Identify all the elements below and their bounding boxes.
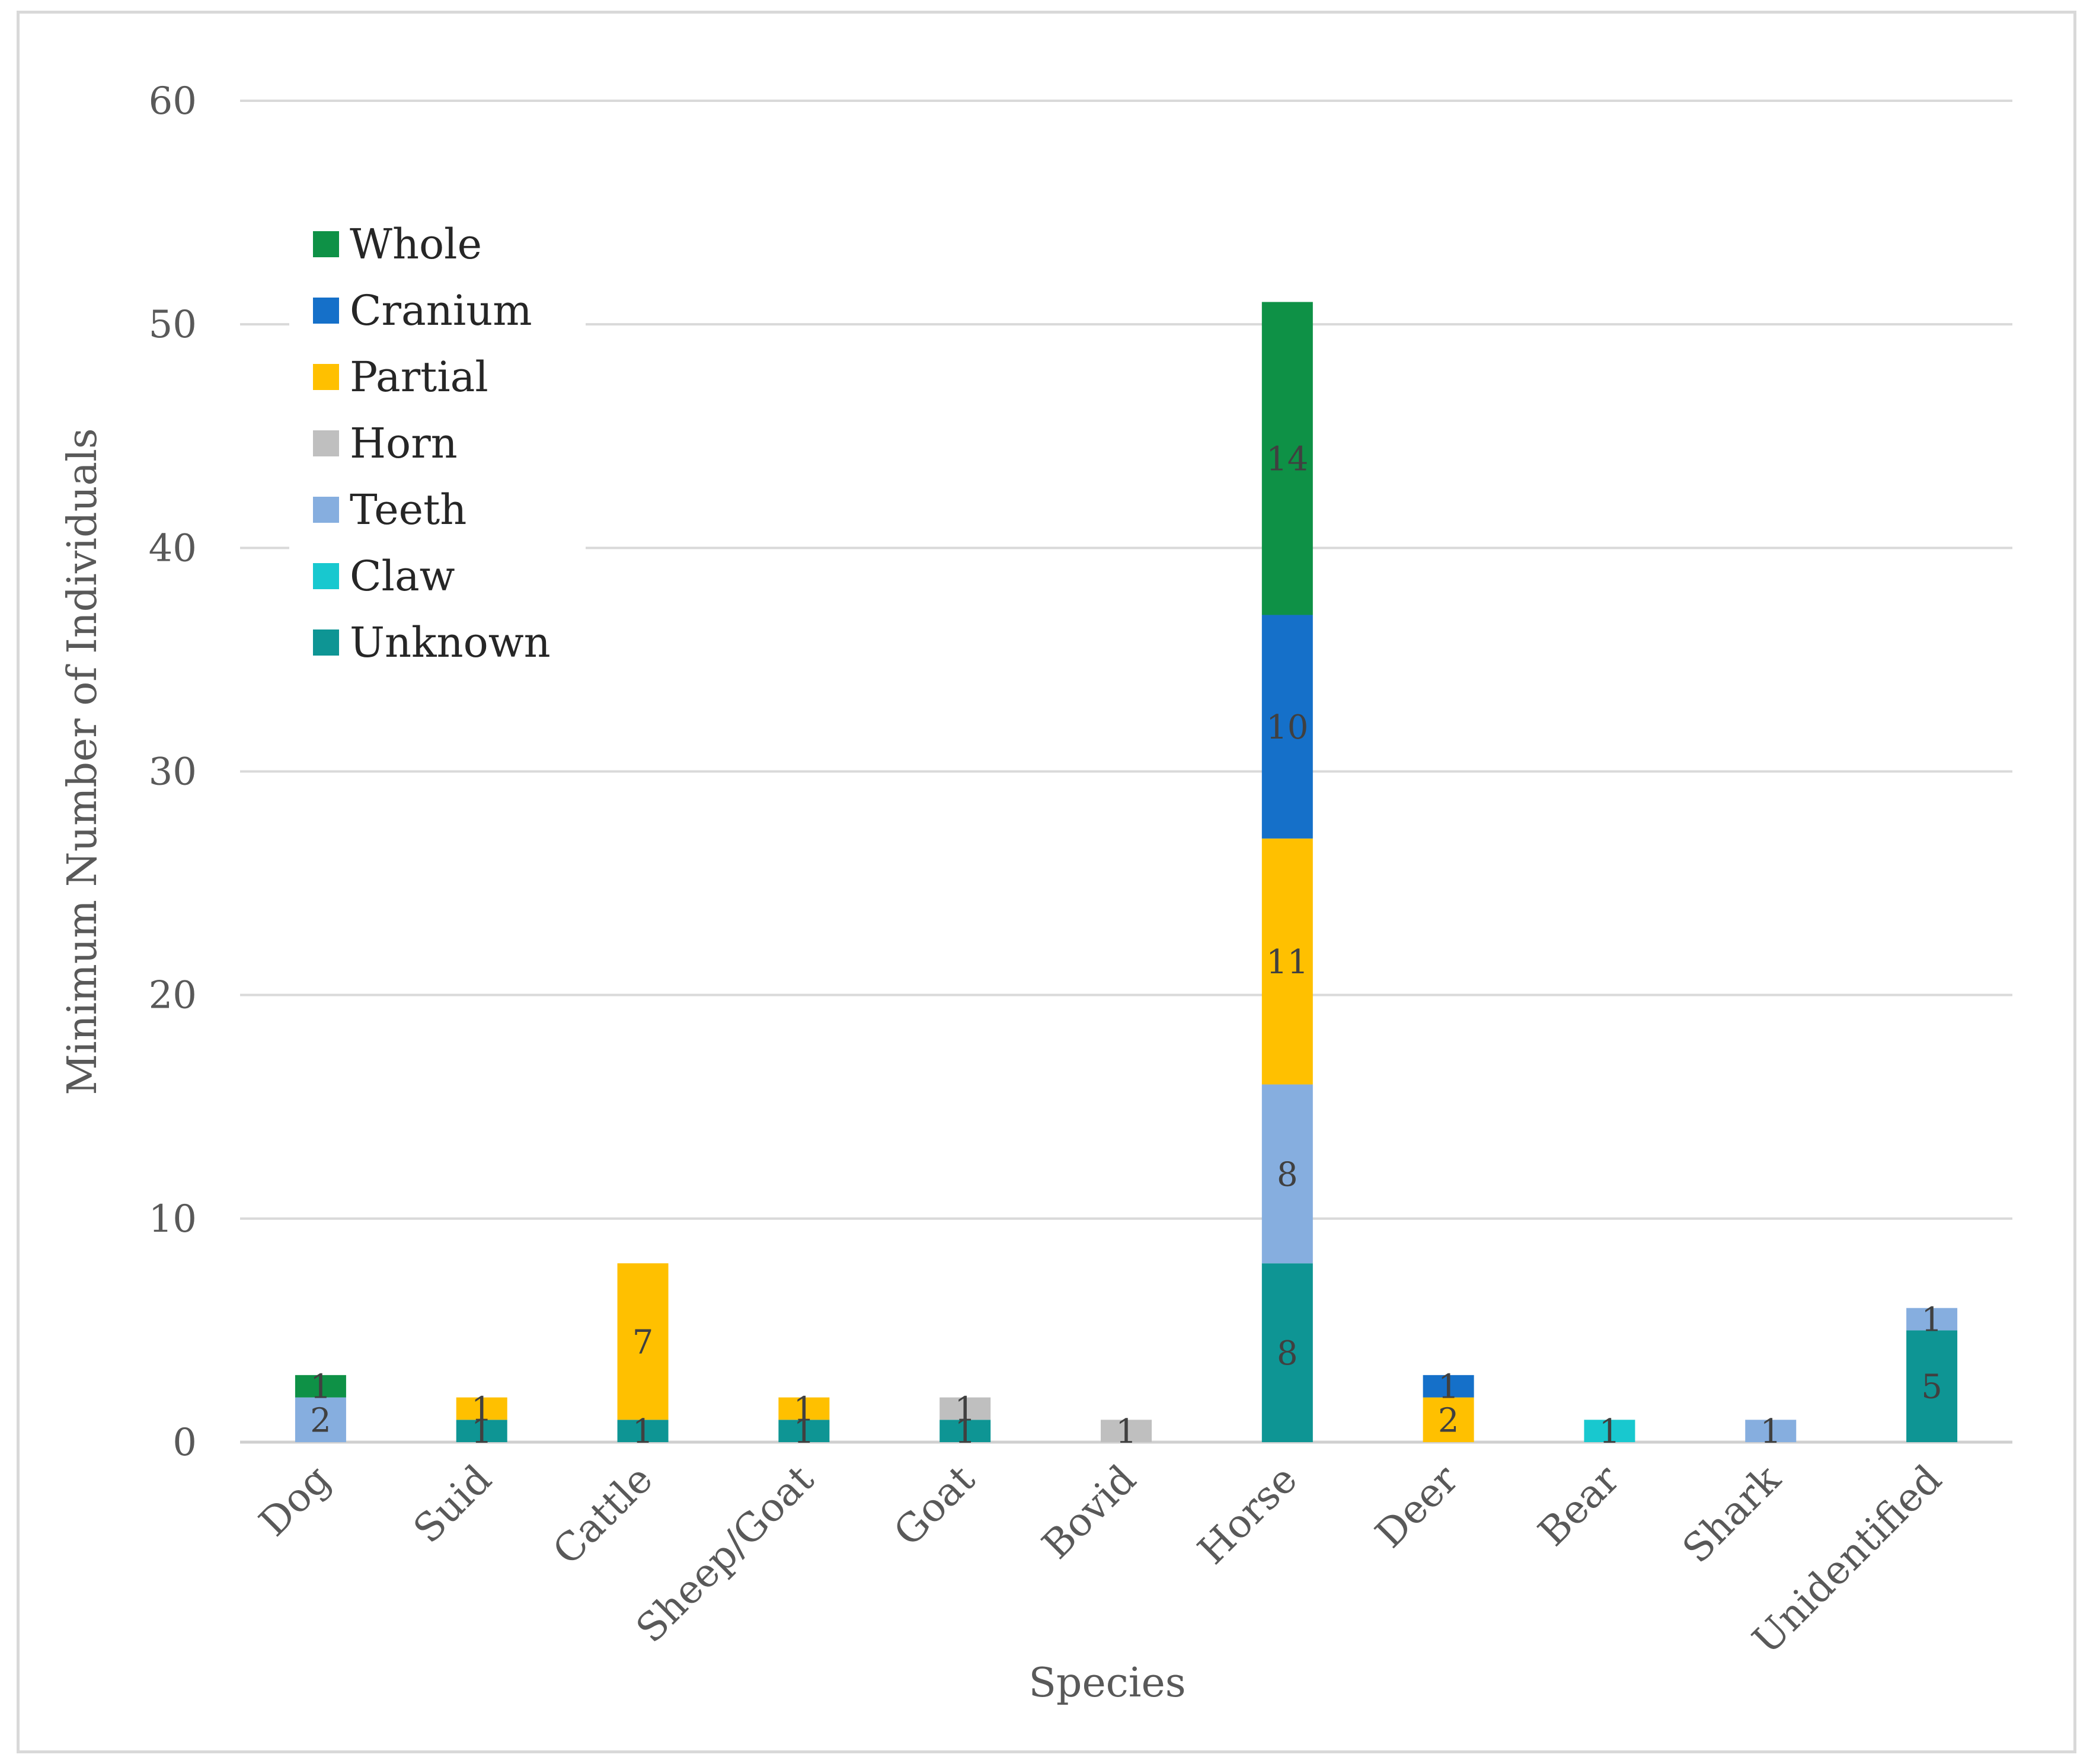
data-label-goat-horn: 1 — [954, 1390, 976, 1429]
y-tick-label-60: 60 — [149, 79, 197, 123]
legend-swatch-horn — [313, 430, 339, 456]
data-label-suid-partial: 1 — [471, 1390, 493, 1429]
legend-swatch-cranium — [313, 298, 339, 324]
bar-segment-horse-teeth — [1261, 1084, 1313, 1264]
bar-segment-deer-partial — [1423, 1397, 1474, 1442]
y-tick-label-10: 10 — [149, 1197, 197, 1241]
data-label-bovid-horn: 1 — [1116, 1413, 1137, 1451]
bar-segment-horse-cranium — [1261, 615, 1313, 839]
bar-segment-sheep-goat-partial — [778, 1397, 830, 1420]
legend-swatch-partial — [313, 364, 339, 390]
x-tick-label-cattle: Cattle — [544, 1456, 662, 1574]
data-label-horse-teeth: 8 — [1277, 1155, 1298, 1194]
bar-segment-horse-unknown — [1261, 1263, 1313, 1442]
legend-label-cranium: Cranium — [350, 286, 532, 335]
data-label-horse-unknown: 8 — [1277, 1334, 1298, 1373]
data-label-dog-teeth: 2 — [310, 1401, 331, 1440]
bar-segment-dog-teeth — [295, 1397, 346, 1442]
data-label-bear-claw: 1 — [1599, 1413, 1621, 1451]
bars — [295, 302, 1958, 1442]
legend-label-teeth: Teeth — [350, 485, 466, 534]
bar-segment-unidentified-teeth — [1906, 1308, 1958, 1331]
data-label-horse-whole: 14 — [1266, 440, 1308, 478]
legend: Whole Cranium Partial Horn Teeth Claw Unknown — [289, 202, 586, 694]
data-label-sheep-goat-partial: 1 — [794, 1390, 815, 1429]
y-axis-title: Minimum Number of Individuals — [59, 428, 106, 1095]
legend-label-whole: Whole — [350, 220, 482, 269]
bar-segment-horse-partial — [1261, 838, 1313, 1085]
legend-swatch-unknown — [313, 629, 339, 656]
data-label-shark-teeth: 1 — [1760, 1413, 1781, 1451]
data-label-deer-partial: 2 — [1438, 1401, 1459, 1440]
bar-segment-cattle-partial — [617, 1263, 669, 1420]
data-label-unidentified-teeth: 1 — [1921, 1301, 1942, 1340]
legend-label-partial: Partial — [350, 353, 488, 401]
x-tick-label-dog: Dog — [250, 1456, 339, 1545]
bar-segment-goat-horn — [940, 1397, 991, 1420]
bar-segment-suid-unknown — [456, 1420, 507, 1442]
x-axis-title: Species — [1028, 1660, 1185, 1707]
legend-swatch-whole — [313, 231, 339, 257]
x-tick-label-bear: Bear — [1529, 1456, 1628, 1555]
x-tick-label-horse: Horse — [1189, 1456, 1306, 1573]
data-label-suid-unknown: 1 — [471, 1413, 493, 1451]
bar-segment-bovid-horn — [1101, 1420, 1152, 1442]
data-label-horse-partial: 11 — [1266, 943, 1308, 982]
data-label-sheep-goat-unknown: 1 — [794, 1413, 815, 1451]
legend-swatch-claw — [313, 563, 339, 589]
bar-segment-sheep-goat-unknown — [778, 1420, 830, 1442]
bar-segment-cattle-unknown — [617, 1420, 669, 1442]
bar-segment-unidentified-unknown — [1906, 1330, 1958, 1442]
bar-segment-deer-cranium — [1423, 1375, 1474, 1398]
legend-label-unknown: Unknown — [350, 618, 551, 667]
data-label-dog-whole: 1 — [310, 1368, 331, 1407]
y-tick-label-40: 40 — [149, 526, 197, 570]
x-tick-label-bovid: Bovid — [1033, 1456, 1145, 1568]
x-tick-label-shark: Shark — [1674, 1456, 1790, 1572]
legend-label-horn: Horn — [350, 419, 458, 468]
legend-label-claw: Claw — [350, 552, 455, 600]
y-tick-label-0: 0 — [172, 1421, 197, 1465]
y-tick-label-20: 20 — [149, 974, 197, 1018]
bar-segment-suid-partial — [456, 1397, 507, 1420]
x-tick-label-deer: Deer — [1367, 1456, 1468, 1557]
bar-segment-dog-whole — [295, 1375, 346, 1398]
y-tick-label-50: 50 — [149, 303, 197, 347]
bar-segment-shark-teeth — [1745, 1420, 1797, 1442]
x-tick-label-goat: Goat — [885, 1456, 983, 1555]
data-label-deer-cranium: 1 — [1438, 1368, 1459, 1407]
data-label-horse-cranium: 10 — [1266, 708, 1308, 747]
data-label-goat-unknown: 1 — [954, 1413, 976, 1451]
bar-segment-goat-unknown — [940, 1420, 991, 1442]
legend-swatch-teeth — [313, 497, 339, 523]
data-label-cattle-partial: 7 — [632, 1323, 654, 1362]
data-label-cattle-unknown: 1 — [632, 1413, 654, 1451]
bar-segment-horse-whole — [1261, 302, 1313, 615]
x-tick-label-suid: Suid — [405, 1456, 500, 1552]
bar-segment-bear-claw — [1584, 1420, 1635, 1442]
data-label-unidentified-unknown: 5 — [1921, 1368, 1942, 1407]
y-tick-label-30: 30 — [149, 750, 197, 794]
